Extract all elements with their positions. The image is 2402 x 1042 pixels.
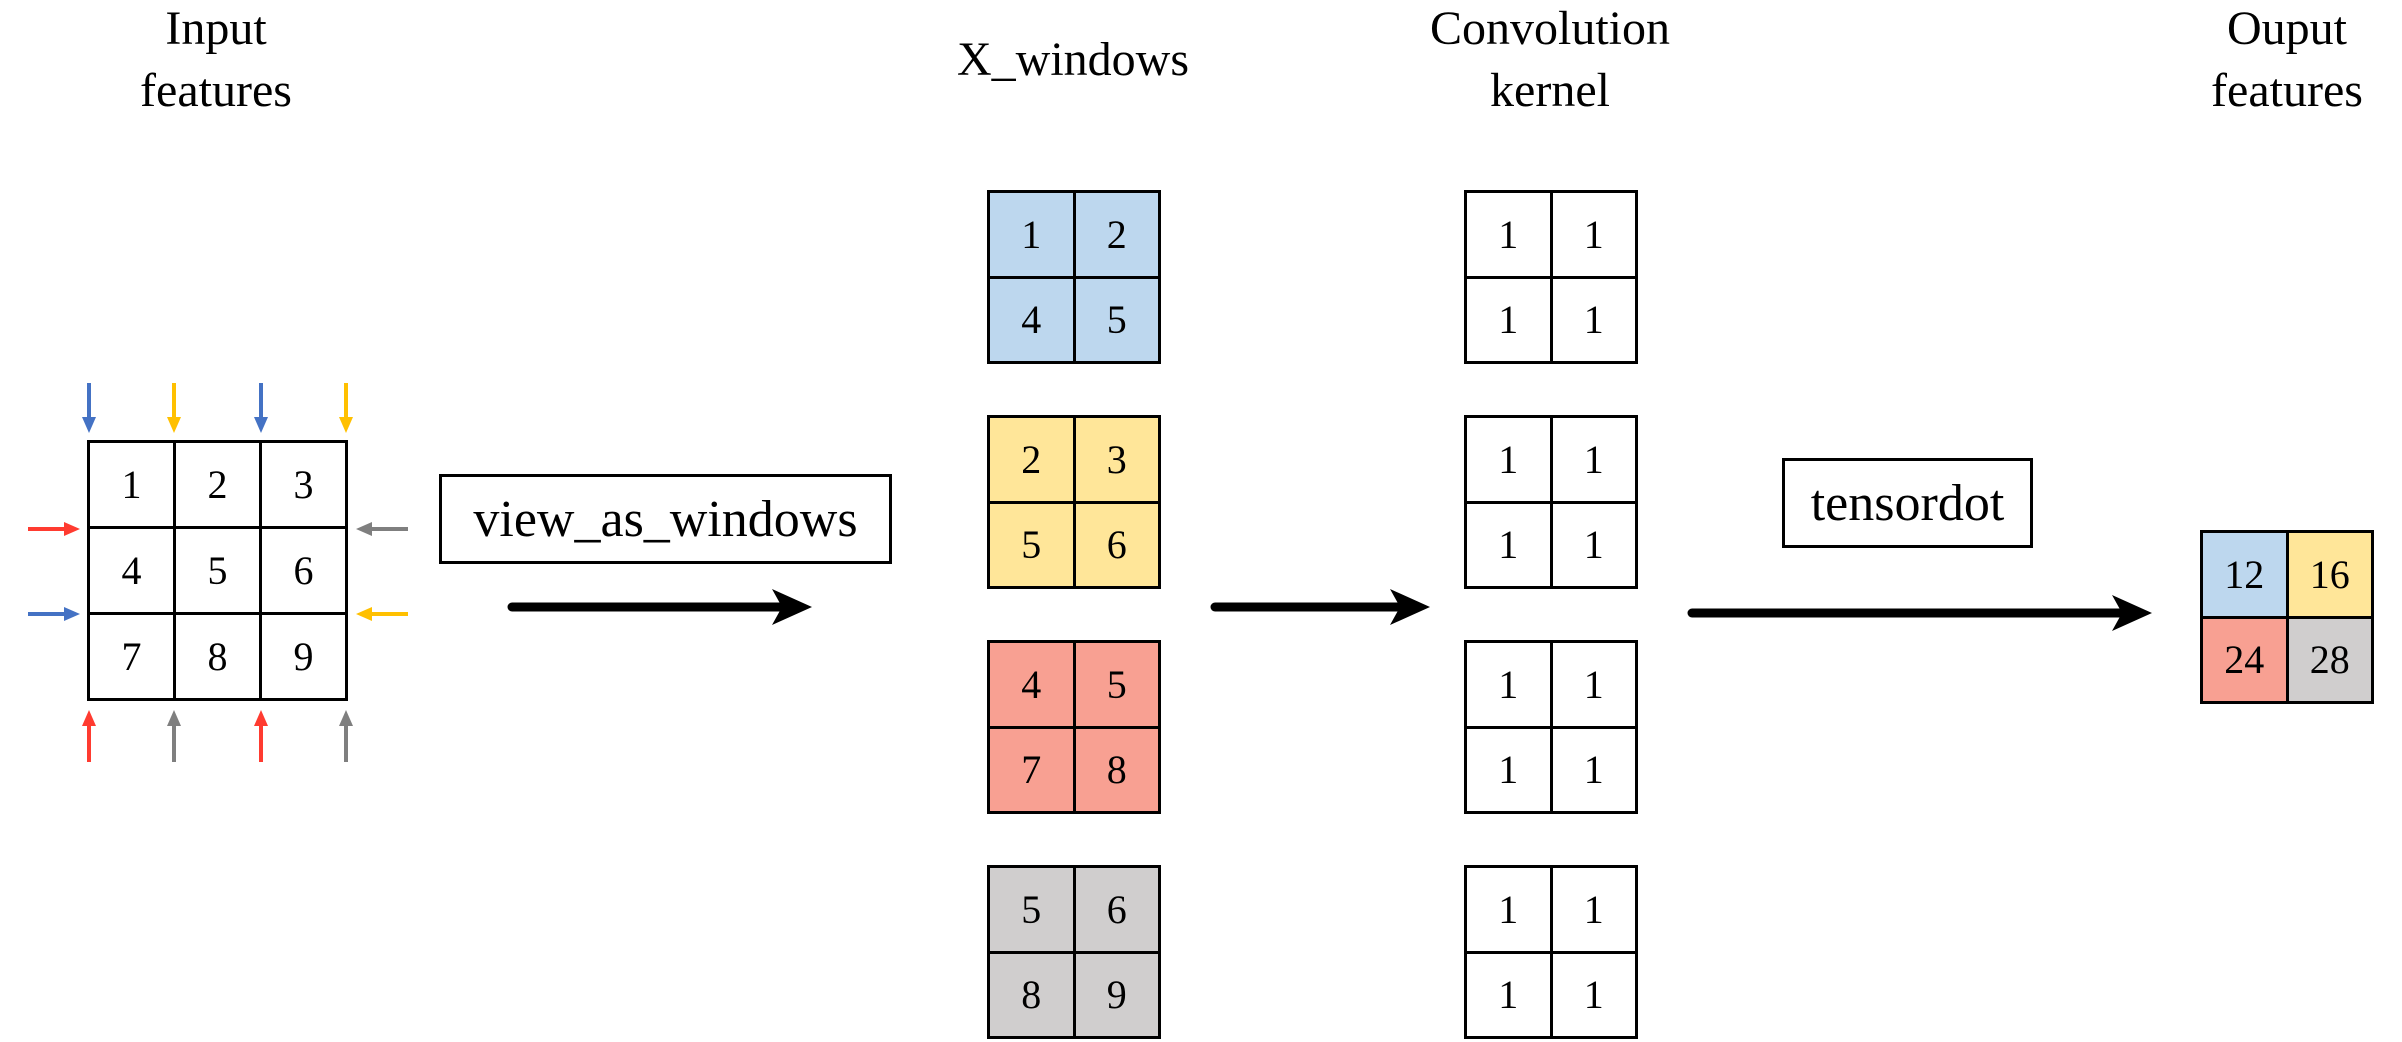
output-cell: 12 [2203,533,2289,619]
flow-arrow-3 [1687,595,2152,631]
input-cell: 5 [176,529,262,615]
window-cell: 3 [1075,418,1161,504]
window-cell: 8 [1075,728,1161,814]
kernel-grid-1: 1 1 1 1 [1464,190,1638,364]
window-grid-2: 2 3 5 6 [987,415,1161,589]
kernel-cell: 1 [1467,278,1553,364]
output-cell: 16 [2288,533,2374,619]
kernel-cell: 1 [1467,418,1553,504]
stride-arrow-left [28,522,80,536]
output-cell: 28 [2288,618,2374,704]
kernel-cell: 1 [1552,193,1638,279]
input-cell: 3 [262,443,348,529]
window-cell: 4 [990,643,1076,729]
kernel-cell: 1 [1552,278,1638,364]
stride-arrow-top [167,383,181,433]
kernel-cell: 1 [1552,868,1638,954]
input-cell: 7 [90,615,176,701]
flow-arrow-2 [1210,589,1430,625]
kernel-cell: 1 [1467,643,1553,729]
input-features-title: Input features [140,0,292,122]
stride-arrow-right [356,522,408,536]
stride-arrow-bottom [254,710,268,762]
stride-arrow-bottom [82,710,96,762]
stride-arrow-right [356,607,408,621]
window-cell: 9 [1075,953,1161,1039]
kernel-grid-3: 1 1 1 1 [1464,640,1638,814]
kernel-cell: 1 [1467,953,1553,1039]
kernel-grid-2: 1 1 1 1 [1464,415,1638,589]
window-cell: 6 [1075,868,1161,954]
view-as-windows-label: view_as_windows [439,474,892,564]
output-features-grid: 12 16 24 28 [2200,530,2374,704]
stride-arrow-bottom [339,710,353,762]
convolution-kernel-title-line1: Convolution [1429,2,1671,55]
convolution-kernel-title-line2: kernel [1490,64,1610,117]
window-cell: 5 [1075,278,1161,364]
window-cell: 5 [990,503,1076,589]
window-cell: 8 [990,953,1076,1039]
window-cell: 2 [990,418,1076,504]
kernel-cell: 1 [1552,418,1638,504]
input-cell: 6 [262,529,348,615]
stride-arrow-bottom [167,710,181,762]
output-features-title-line1: Ouput [2227,2,2347,55]
kernel-cell: 1 [1467,728,1553,814]
window-cell: 6 [1075,503,1161,589]
kernel-cell: 1 [1552,643,1638,729]
stride-arrow-left [28,607,80,621]
kernel-cell: 1 [1467,193,1553,279]
input-features-grid: 1 2 3 4 5 6 7 8 9 [87,440,348,701]
stride-arrow-top [82,383,96,433]
flow-arrow-1 [507,589,812,625]
stride-arrow-top [254,383,268,433]
kernel-cell: 1 [1467,868,1553,954]
output-cell: 24 [2203,618,2289,704]
kernel-cell: 1 [1552,728,1638,814]
x-windows-title: X_windows [957,29,1189,91]
output-features-title: Ouput features [2211,0,2363,122]
window-cell: 5 [990,868,1076,954]
window-grid-3: 4 5 7 8 [987,640,1161,814]
stride-arrow-top [339,383,353,433]
x-windows-title-line1: X_windows [956,33,1190,86]
output-features-title-line2: features [2211,64,2363,117]
kernel-cell: 1 [1552,953,1638,1039]
kernel-cell: 1 [1467,503,1553,589]
kernel-cell: 1 [1552,503,1638,589]
input-cell: 2 [176,443,262,529]
window-cell: 2 [1075,193,1161,279]
input-cell: 1 [90,443,176,529]
window-cell: 5 [1075,643,1161,729]
window-grid-4: 5 6 8 9 [987,865,1161,1039]
input-cell: 8 [176,615,262,701]
input-cell: 4 [90,529,176,615]
window-cell: 7 [990,728,1076,814]
window-cell: 1 [990,193,1076,279]
window-grid-1: 1 2 4 5 [987,190,1161,364]
convolution-kernel-title: Convolution kernel [1430,0,1670,122]
window-cell: 4 [990,278,1076,364]
tensordot-label: tensordot [1782,458,2033,548]
input-features-title-line2: features [140,64,292,117]
input-features-title-line1: Input [165,2,267,55]
input-cell: 9 [262,615,348,701]
kernel-grid-4: 1 1 1 1 [1464,865,1638,1039]
